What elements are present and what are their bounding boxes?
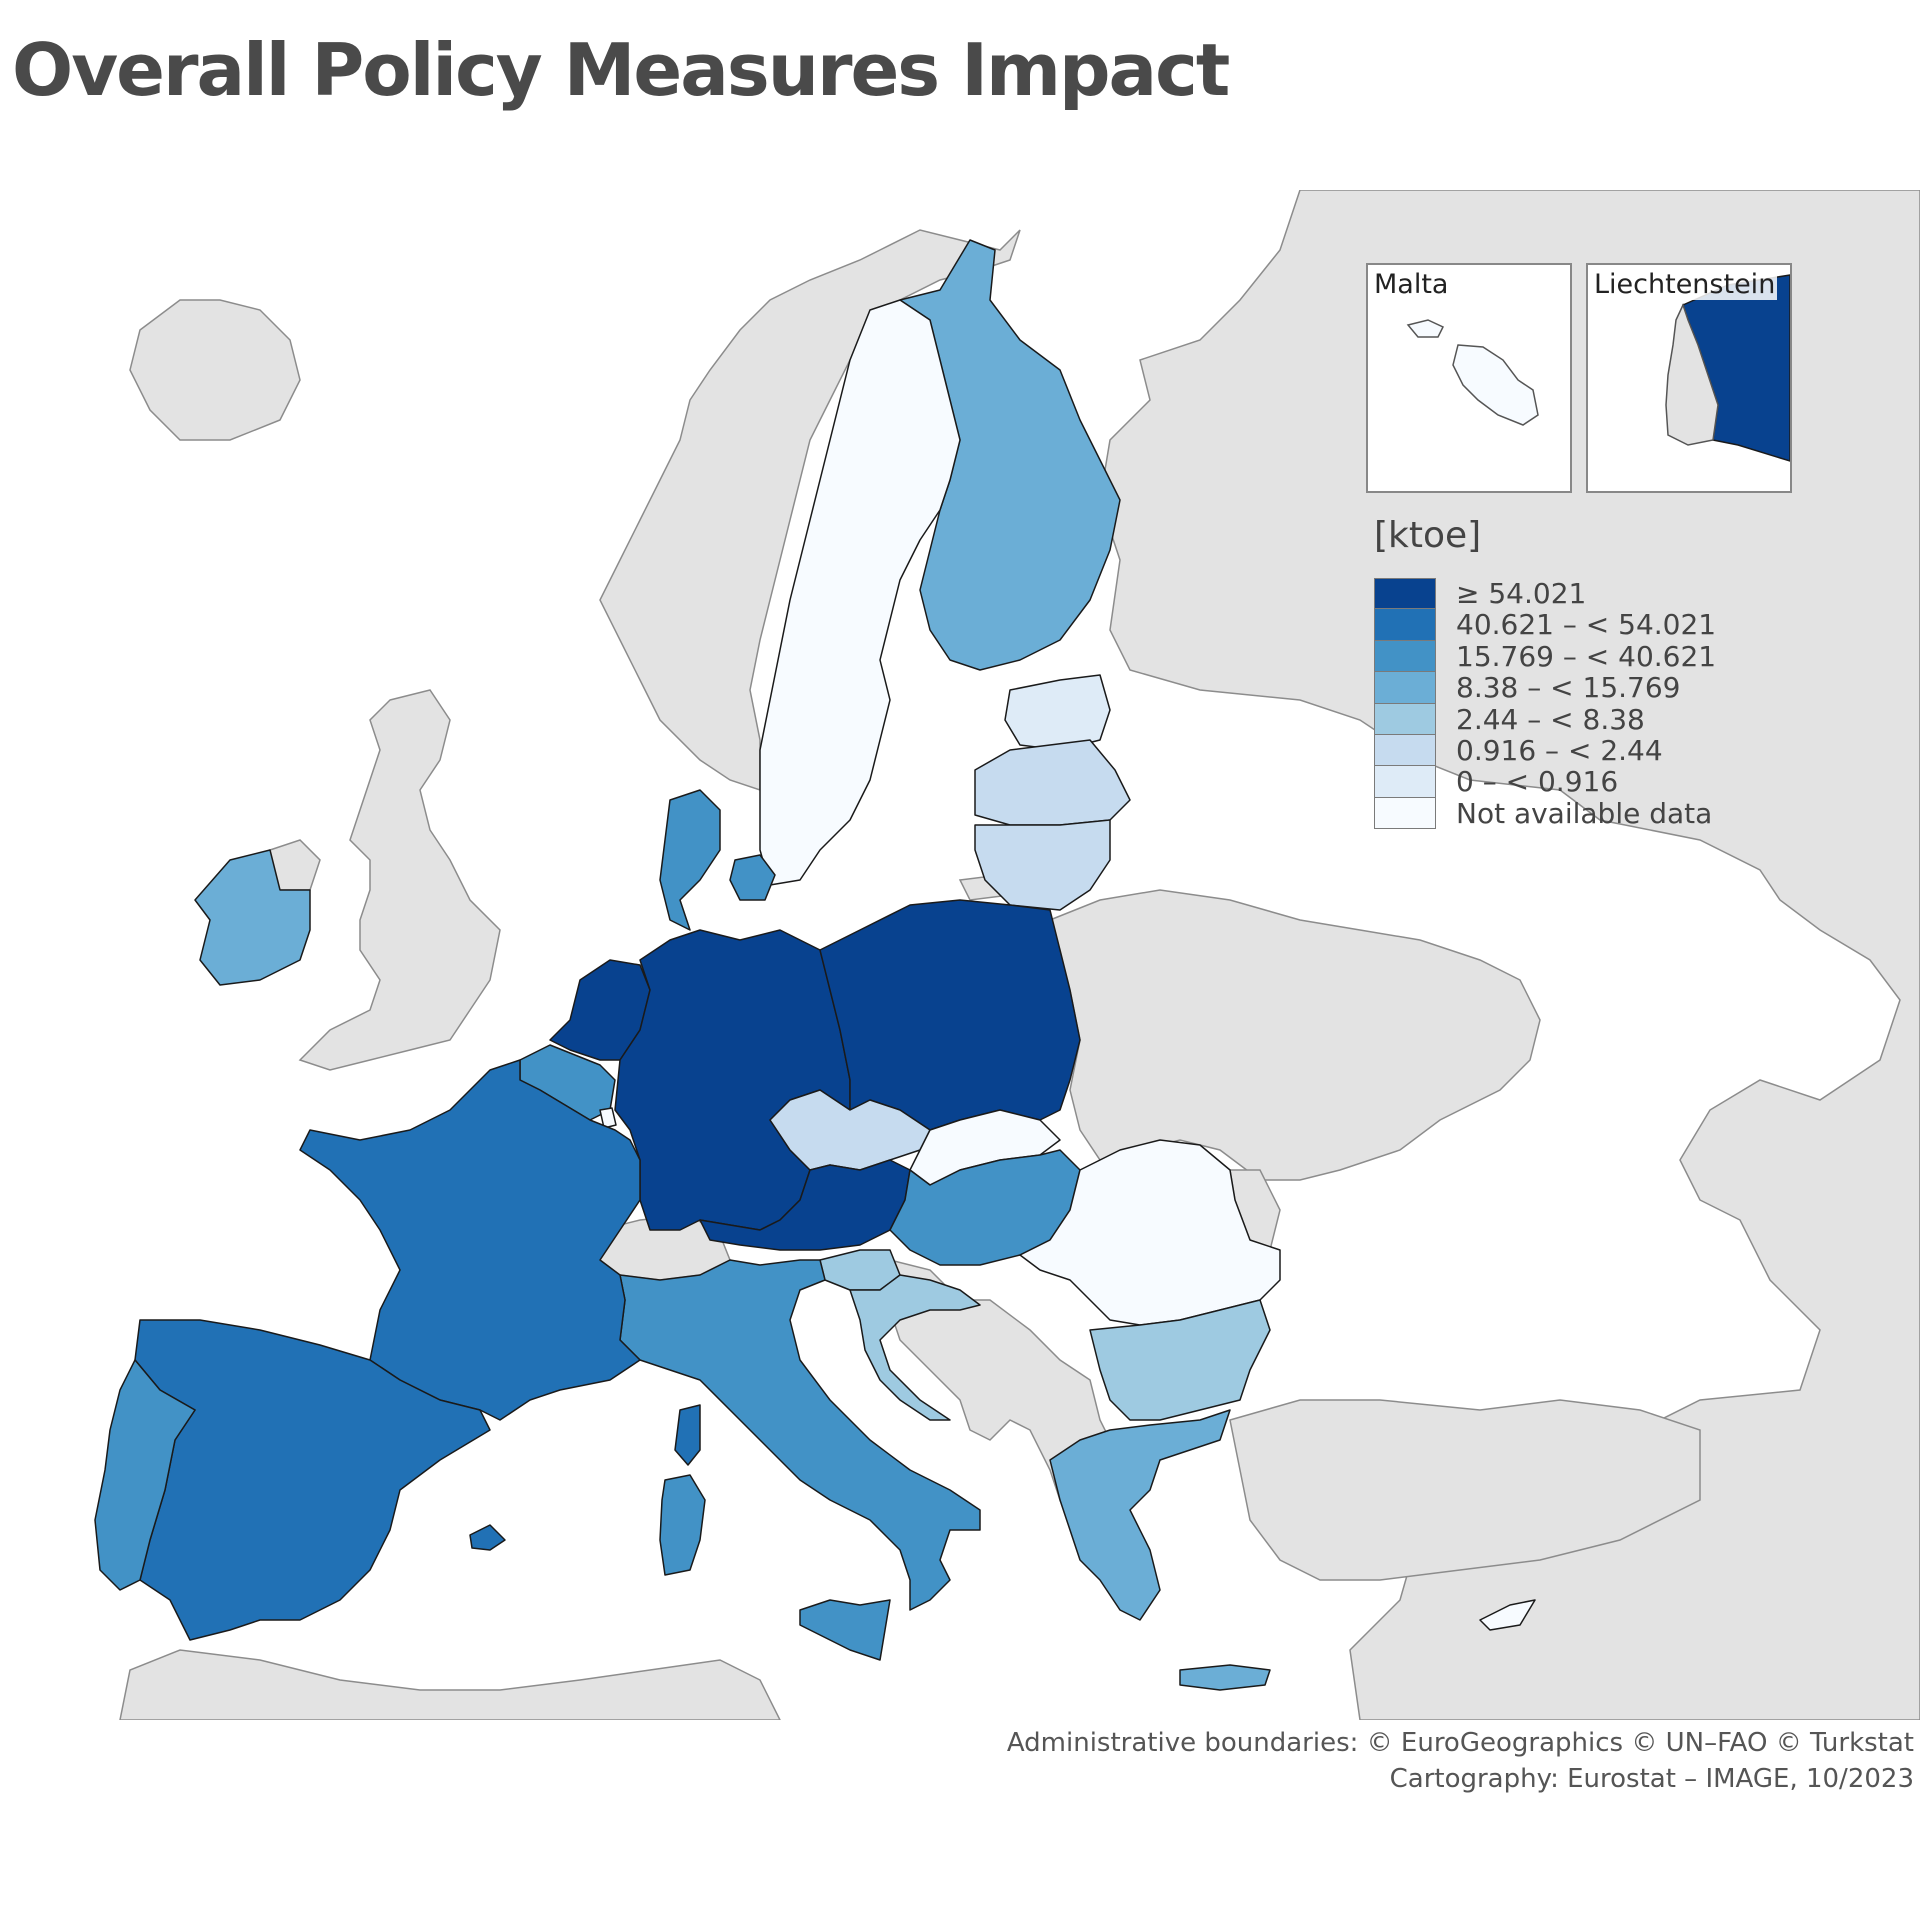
inset-malta: Malta xyxy=(1366,263,1572,493)
country-italy-sardinia xyxy=(659,1474,706,1576)
country-spain-balearic xyxy=(469,1524,506,1551)
norway xyxy=(599,229,1021,792)
credits-cartography: Cartography: Eurostat – IMAGE, 10/2023 xyxy=(1389,1764,1914,1794)
malta-island xyxy=(1406,319,1539,426)
europe-map xyxy=(94,190,1920,1720)
credits-boundaries: Administrative boundaries: © EuroGeograp… xyxy=(1006,1728,1914,1758)
turkey xyxy=(1229,1399,1701,1581)
legend-swatch xyxy=(1374,672,1436,704)
country-lithuania xyxy=(974,819,1111,911)
legend-unit: [ktoe] xyxy=(1374,515,1482,556)
credits: Administrative boundaries: © EuroGeograp… xyxy=(1007,1725,1914,1797)
country-ireland xyxy=(194,849,311,986)
legend-label: 2.44 – < 8.38 xyxy=(1456,702,1645,736)
country-bulgaria xyxy=(1089,1299,1271,1421)
legend-label: Not available data xyxy=(1456,796,1713,830)
legend-swatch xyxy=(1374,734,1436,767)
country-greece xyxy=(1049,1409,1231,1621)
country-latvia xyxy=(974,739,1131,826)
country-poland xyxy=(819,899,1081,1131)
country-denmark-zealand xyxy=(729,854,776,901)
legend-label: 0.916 – < 2.44 xyxy=(1456,733,1663,767)
country-italy xyxy=(619,1259,981,1611)
country-cyprus xyxy=(1479,1599,1536,1631)
country-italy-sicily xyxy=(799,1599,891,1661)
country-greece-crete xyxy=(1179,1664,1271,1691)
iceland xyxy=(129,299,301,441)
legend-swatch xyxy=(1374,703,1436,735)
inset-liechtenstein: Liechtenstein xyxy=(1586,263,1792,493)
legend-swatch xyxy=(1374,640,1436,673)
liechtenstein-shape xyxy=(1665,274,1791,463)
legend-label: 40.621 – < 54.021 xyxy=(1456,608,1717,642)
country-portugal xyxy=(94,1359,196,1591)
country-austria xyxy=(699,1159,911,1251)
country-luxembourg xyxy=(599,1107,617,1129)
map-title: Overall Policy Measures Impact xyxy=(12,28,1230,112)
legend-label: 15.769 – < 40.621 xyxy=(1456,639,1717,673)
map-frame xyxy=(0,190,1920,1720)
legend-swatch xyxy=(1374,766,1436,798)
legend-swatch xyxy=(1374,797,1436,830)
country-sweden xyxy=(759,299,961,886)
uk-gb xyxy=(298,689,501,1071)
ukraine-belarus xyxy=(1049,889,1541,1181)
country-estonia xyxy=(1004,674,1111,751)
legend-label: ≥ 54.021 xyxy=(1456,577,1587,610)
malta-shape xyxy=(1406,319,1539,426)
legend-swatch xyxy=(1374,609,1436,641)
liechtenstein-neighbor xyxy=(1665,302,1719,446)
north-africa xyxy=(119,1649,781,1720)
country-denmark xyxy=(659,789,721,931)
legend-label: 8.38 – < 15.769 xyxy=(1456,671,1681,705)
country-france-corsica xyxy=(674,1404,701,1466)
country-croatia xyxy=(849,1274,981,1421)
country-france xyxy=(299,1059,641,1421)
inset-liechtenstein-label: Liechtenstein xyxy=(1592,269,1778,300)
legend-label: 0 – < 0.916 xyxy=(1456,765,1619,799)
balkans xyxy=(889,1259,1111,1502)
inset-malta-label: Malta xyxy=(1372,269,1451,300)
legend-swatch xyxy=(1374,578,1436,610)
